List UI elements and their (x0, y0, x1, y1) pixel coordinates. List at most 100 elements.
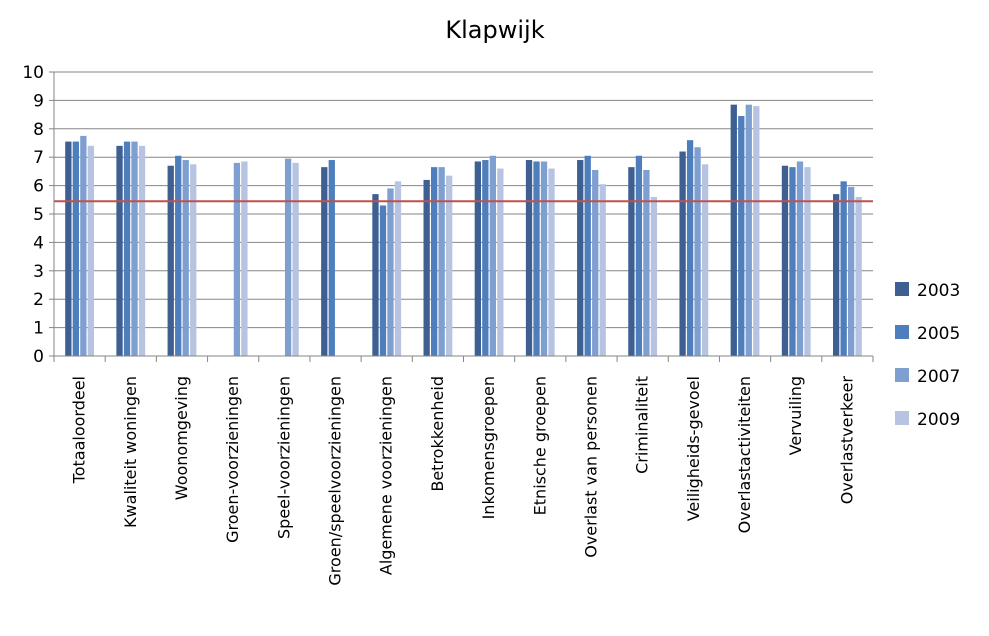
bar (241, 161, 248, 356)
bar (745, 104, 752, 356)
bar (781, 165, 789, 356)
bar (116, 145, 123, 356)
chart-title: Klapwijk (445, 16, 544, 44)
bar (182, 160, 189, 356)
bar (694, 147, 701, 356)
bar (489, 155, 496, 356)
bar (701, 164, 709, 356)
bar (175, 155, 182, 356)
bar (167, 165, 174, 356)
x-category-label: Overlastactiviteiten (735, 376, 754, 533)
bar (804, 167, 811, 356)
bar (848, 187, 855, 356)
bar (635, 155, 643, 356)
x-category-label: Vervuiling (786, 376, 805, 455)
x-category-label: Algemene voorzieningen (377, 376, 396, 575)
bar (372, 194, 379, 356)
bar (233, 162, 241, 356)
bar (87, 145, 94, 356)
bar (599, 184, 606, 356)
bar (584, 155, 591, 356)
bar (474, 161, 481, 356)
bar (394, 181, 402, 356)
x-category-label: Woonomgeving (172, 376, 191, 500)
bar (292, 162, 299, 356)
bar (123, 141, 131, 356)
y-tick-label: 2 (33, 290, 44, 310)
bar (540, 161, 548, 356)
bar (548, 168, 555, 356)
bar (796, 161, 804, 356)
x-category-label: Etnische groepen (530, 376, 549, 515)
bar (321, 167, 328, 356)
x-category-label: Groen/speelvoorzieningen (326, 376, 345, 586)
legend-label: 2007 (917, 367, 960, 387)
legend-swatch (895, 411, 909, 425)
bar (628, 167, 635, 356)
x-category-label: Inkomensgroepen (479, 376, 498, 519)
bar (379, 205, 387, 356)
y-tick-label: 5 (33, 205, 44, 225)
bar (131, 141, 138, 356)
bar (840, 181, 847, 356)
y-tick-label: 10 (22, 63, 44, 83)
x-axis-category-labels: Totaaloordeel Kwaliteit woningen Woonomgev… (70, 376, 857, 586)
bar (650, 196, 658, 356)
x-category-label: Overlastverkeer (837, 376, 856, 505)
x-category-label: Betrokkenheid (428, 376, 447, 492)
x-category-label: Groen-voorzieningen (223, 376, 242, 543)
bar (533, 161, 540, 356)
bar (438, 167, 445, 356)
bar (789, 167, 796, 356)
bars (65, 104, 862, 357)
x-category-label: Totaaloordeel (70, 376, 89, 484)
bar (284, 158, 292, 356)
x-category-label: Criminaliteit (633, 376, 652, 474)
bar (138, 145, 146, 356)
bar (592, 169, 599, 356)
x-category-label: Kwaliteit woningen (121, 376, 140, 528)
bar (855, 196, 862, 356)
bar (431, 167, 438, 356)
legend-swatch (895, 282, 909, 296)
bar (730, 104, 737, 356)
bar (190, 164, 197, 356)
y-tick-label: 8 (33, 120, 44, 140)
y-axis-ticks: 0 1 2 3 4 5 6 7 8 9 10 (22, 63, 44, 367)
bar (497, 168, 504, 356)
y-tick-label: 3 (33, 262, 44, 282)
bar (833, 194, 840, 356)
axes (49, 71, 874, 362)
y-tick-label: 7 (33, 148, 44, 168)
x-category-label: Overlast van personen (581, 376, 600, 558)
x-category-label: Speel-voorzieningen (274, 376, 293, 539)
bar (643, 169, 650, 356)
y-tick-label: 9 (33, 91, 44, 111)
y-tick-label: 1 (33, 319, 44, 339)
bar (72, 141, 79, 356)
y-tick-label: 0 (33, 347, 44, 367)
bar (80, 135, 87, 356)
legend: 2003 2005 2007 2009 (895, 281, 960, 430)
bar (328, 160, 335, 356)
legend-label: 2009 (917, 410, 960, 430)
y-tick-label: 4 (33, 233, 44, 253)
bar (525, 160, 533, 356)
legend-label: 2005 (917, 324, 960, 344)
bar (446, 175, 453, 356)
bar (577, 160, 584, 356)
bar (738, 116, 745, 357)
y-tick-label: 6 (33, 177, 44, 197)
bar (423, 179, 430, 356)
legend-swatch (895, 325, 909, 339)
bar (387, 188, 394, 356)
legend-label: 2003 (917, 281, 960, 301)
bar (686, 140, 694, 356)
bar (65, 141, 72, 356)
bar (679, 151, 686, 356)
x-category-label: Veiligheids-gevoel (684, 376, 703, 521)
legend-swatch (895, 368, 909, 382)
bar (753, 106, 760, 356)
